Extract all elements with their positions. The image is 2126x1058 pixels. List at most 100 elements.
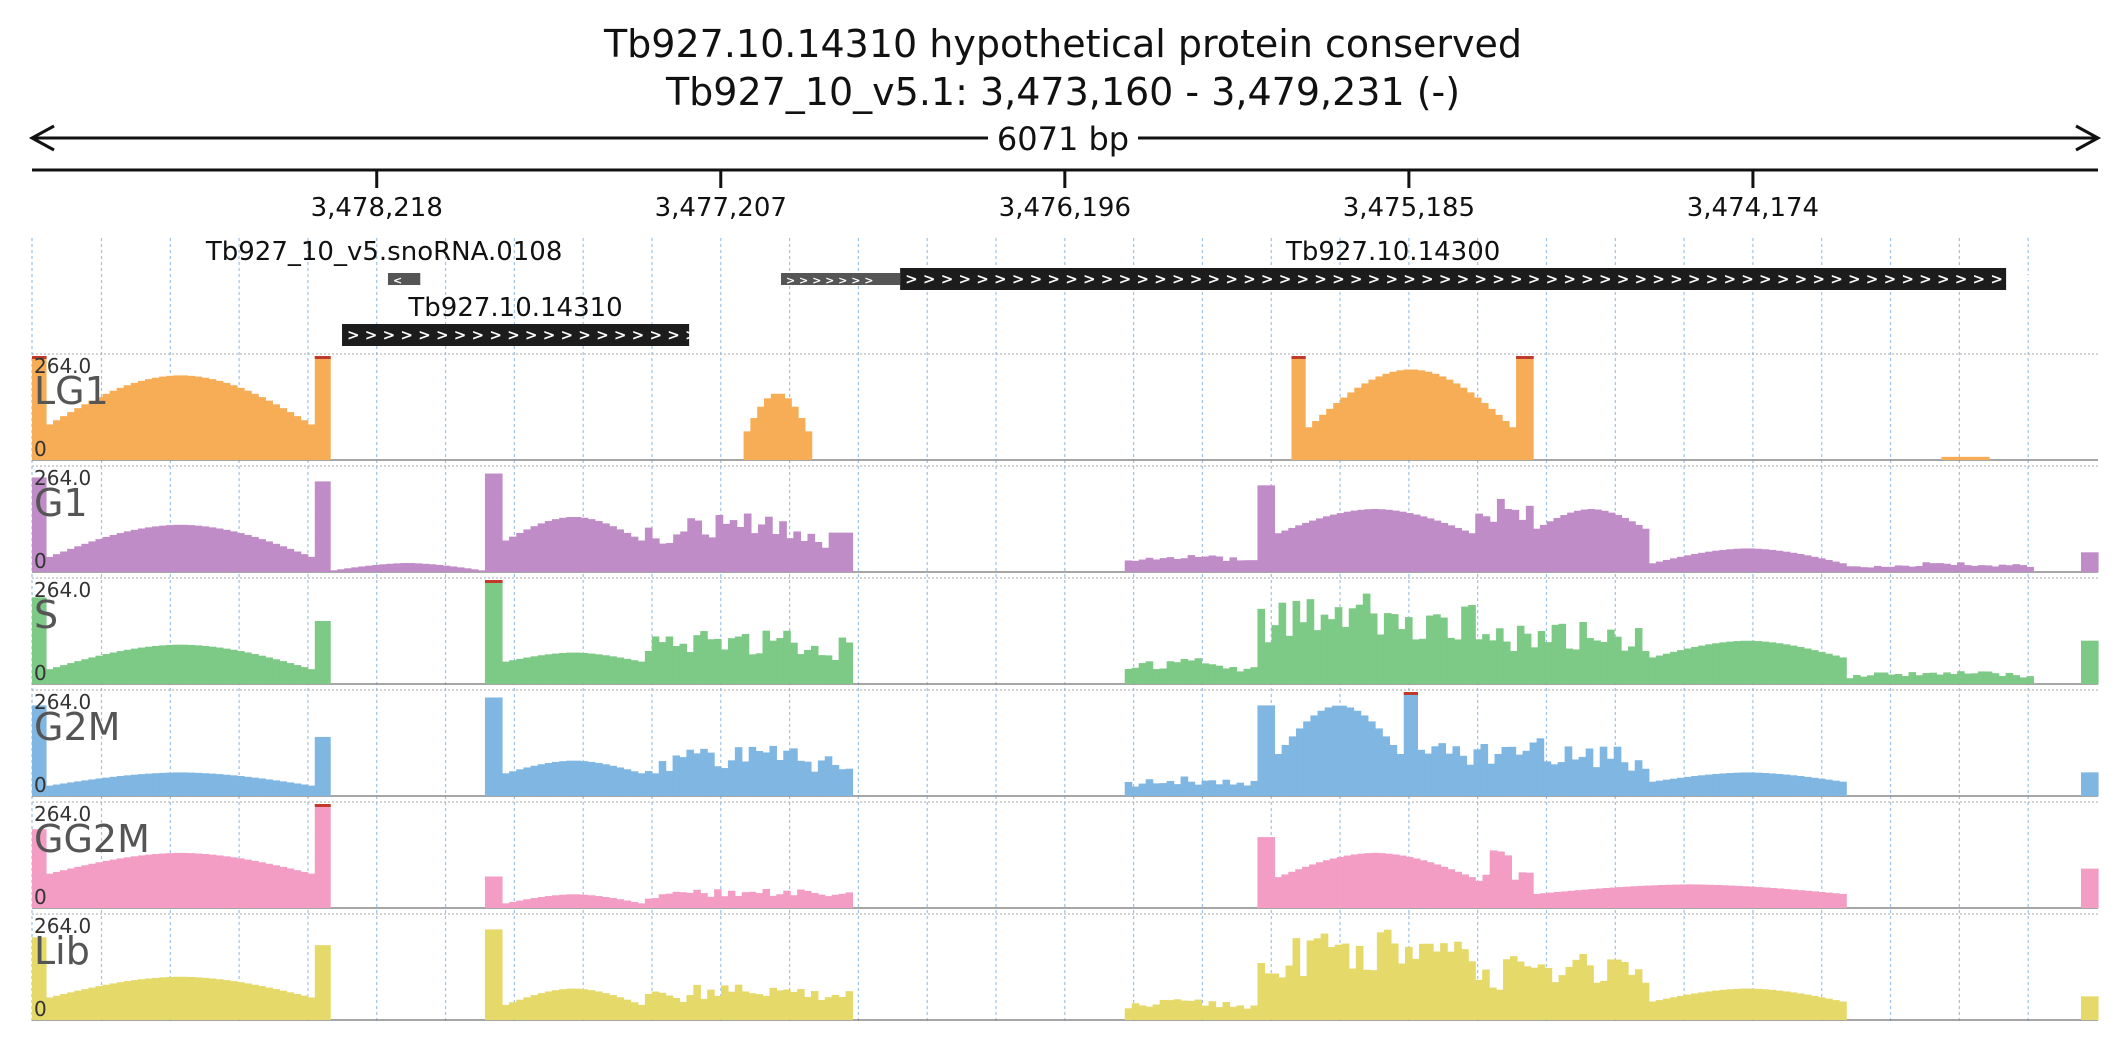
coverage-bar	[1320, 614, 1329, 684]
coverage-bar	[727, 638, 736, 684]
coverage-bar	[1533, 528, 1541, 572]
coverage-bar	[779, 521, 787, 572]
coverage-bar	[1376, 932, 1385, 1020]
coverage-bar	[60, 665, 68, 684]
feature-block	[387, 273, 421, 285]
coverage-bar	[173, 644, 181, 684]
coverage-bar	[1173, 784, 1182, 796]
coverage-bar	[501, 773, 510, 796]
coverage-bar	[1880, 672, 1889, 684]
coverage-bar	[1908, 566, 1917, 572]
coverage-bar	[67, 412, 75, 460]
coverage-bar	[686, 652, 694, 684]
coverage-bar	[1817, 558, 1826, 572]
coverage-bar	[1152, 559, 1161, 572]
coverage-bar	[1357, 853, 1366, 908]
coverage-bar	[1853, 674, 1861, 684]
coverage-bar	[201, 773, 210, 796]
coverage-bar	[166, 853, 174, 908]
coverage-bar	[1713, 885, 1722, 908]
coverage-bar	[1461, 530, 1469, 572]
coverage-bar	[1655, 1000, 1664, 1020]
coverage-bar	[477, 570, 486, 572]
coverage-bar	[1159, 783, 1168, 796]
coverage-bar	[644, 898, 653, 908]
coverage-bar	[32, 477, 40, 572]
coverage-bar	[1525, 872, 1534, 908]
coverage-bar	[1145, 557, 1154, 572]
coverage-bar	[1302, 866, 1310, 908]
coverage-bar	[286, 782, 295, 796]
coverage-bar	[1389, 371, 1398, 460]
coverage-bar	[1433, 614, 1441, 684]
coverage-bar	[1614, 515, 1623, 572]
coverage-bar	[244, 859, 252, 908]
coverage-bar	[1475, 513, 1484, 572]
feature-block	[781, 273, 901, 285]
coverage-bar	[658, 761, 667, 796]
coverage-bar	[1825, 998, 1833, 1020]
coverage-bar	[623, 532, 632, 572]
coverage-bar	[1278, 602, 1287, 684]
coverage-bar	[516, 999, 525, 1020]
coverage-bar	[379, 564, 388, 572]
strand-glyphs: <	[393, 274, 402, 287]
track-name-label: G1	[34, 481, 88, 525]
coverage-bar	[1648, 563, 1657, 572]
coverage-bar	[1860, 676, 1868, 684]
coverage-bar	[1487, 763, 1496, 796]
coverage-bar	[804, 761, 812, 796]
coverage-bar	[236, 387, 245, 460]
coverage-bar	[194, 977, 203, 1020]
coverage-bar	[790, 895, 798, 908]
coverage-bar	[244, 652, 252, 684]
coverage-bar	[1201, 556, 1210, 572]
coverage-bar	[1873, 672, 1882, 684]
coverage-bar	[102, 654, 111, 684]
coverage-bar	[1684, 648, 1692, 684]
coverage-bar	[637, 1004, 646, 1020]
coverage-bar	[1740, 548, 1749, 572]
coverage-bar	[566, 760, 575, 796]
clipped-marker	[32, 356, 40, 359]
coverage-bar	[470, 569, 479, 572]
coverage-bar	[1288, 527, 1296, 572]
coverage-bar	[637, 903, 646, 908]
coverage-bar	[1641, 768, 1650, 796]
coverage-bar	[573, 894, 582, 908]
coverage-bar	[810, 645, 819, 684]
coverage-bar	[1452, 746, 1461, 796]
clipped-marker	[484, 580, 495, 583]
coverage-bar	[714, 638, 722, 684]
coverage-bar	[1686, 884, 1694, 908]
coverage-bar	[1810, 556, 1819, 572]
coverage-bar	[769, 987, 777, 1020]
coverage-bar	[1236, 671, 1245, 684]
track-name-label: GG2M	[34, 817, 150, 861]
coverage-bar	[187, 525, 196, 572]
coverage-bar	[45, 556, 54, 572]
coverage-bar	[1303, 721, 1311, 796]
coverage-bar	[428, 564, 437, 572]
coverage-bar	[1553, 517, 1561, 572]
coverage-bar	[251, 777, 259, 796]
coverage-bar	[2089, 772, 2099, 796]
coverage-bar	[88, 987, 97, 1020]
coverage-bar	[1922, 673, 1930, 684]
coverage-bar	[700, 893, 708, 908]
coverage-bar	[166, 375, 174, 460]
coverage-bar	[1782, 551, 1791, 572]
coverage-bar	[1468, 961, 1476, 1020]
coverage-bar	[1159, 558, 1168, 572]
coverage-bar	[1516, 356, 1526, 460]
coverage-bar	[1620, 762, 1629, 796]
coverage-bar	[322, 804, 331, 908]
coverage-bar	[314, 804, 324, 908]
coverage-bar	[544, 762, 553, 796]
coverage-bar	[1461, 949, 1469, 1020]
coverage-bar	[1803, 776, 1812, 796]
coverage-bar	[1991, 566, 2000, 572]
coverage-bar	[1748, 886, 1757, 908]
coverage-bar	[222, 980, 231, 1020]
